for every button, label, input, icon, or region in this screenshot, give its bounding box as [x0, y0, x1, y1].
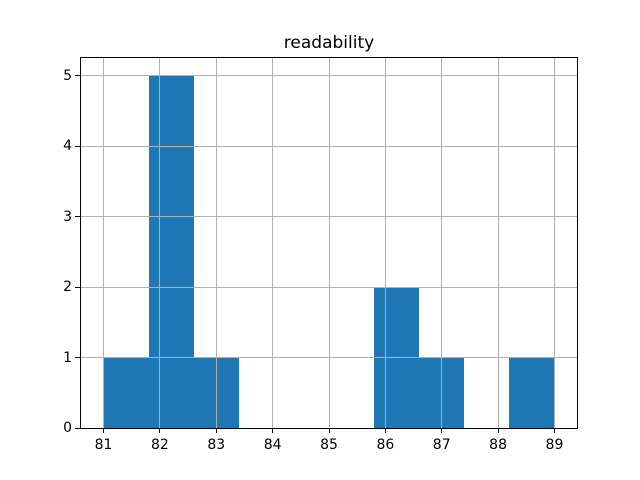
x-tick-mark [103, 428, 105, 433]
y-gridline [81, 216, 577, 218]
x-gridline [328, 58, 330, 428]
y-tick-mark [75, 75, 80, 77]
x-gridline [384, 58, 386, 428]
histogram-bar [103, 357, 149, 428]
y-tick-label: 2 [63, 279, 72, 296]
y-gridline [81, 75, 577, 77]
x-tick-mark [553, 428, 555, 433]
x-tick-label: 89 [545, 437, 564, 453]
y-gridline [81, 145, 577, 147]
x-tick-mark [441, 428, 443, 433]
x-tick-label: 83 [207, 437, 226, 453]
x-gridline [159, 58, 161, 428]
chart-title: readability [283, 33, 375, 53]
histogram-bar [148, 75, 194, 428]
x-gridline [441, 58, 443, 428]
x-tick-mark [328, 428, 330, 433]
y-gridline [81, 357, 577, 359]
x-tick-label: 87 [432, 437, 451, 453]
histogram-bar [509, 357, 555, 428]
y-gridline [81, 286, 577, 288]
x-tick-mark [159, 428, 161, 433]
x-tick-mark [272, 428, 274, 433]
y-tick-mark [75, 427, 80, 429]
y-tick-mark [75, 357, 80, 359]
x-tick-mark [384, 428, 386, 433]
x-tick-label: 85 [320, 437, 338, 453]
y-tick-label: 0 [63, 420, 72, 436]
x-gridline [497, 58, 499, 428]
x-tick-label: 81 [94, 437, 113, 453]
y-tick-label: 4 [63, 138, 72, 155]
x-tick-mark [497, 428, 499, 433]
y-tick-mark [75, 216, 80, 218]
x-tick-mark [215, 428, 217, 433]
x-gridline [553, 58, 555, 428]
x-gridline [215, 58, 217, 428]
x-tick-label: 86 [376, 437, 395, 453]
y-tick-label: 3 [63, 208, 72, 225]
x-gridline [103, 58, 105, 428]
y-tick-label: 1 [63, 349, 72, 366]
x-tick-label: 82 [150, 437, 169, 453]
x-tick-label: 84 [263, 437, 282, 453]
y-tick-mark [75, 145, 80, 147]
y-tick-label: 5 [63, 67, 72, 84]
y-tick-mark [75, 286, 80, 288]
plot-area: 81 82 83 84 85 86 87 88 89 0 1 2 3 4 5 [63, 57, 578, 453]
x-tick-label: 88 [489, 437, 507, 453]
x-gridline [272, 58, 274, 428]
